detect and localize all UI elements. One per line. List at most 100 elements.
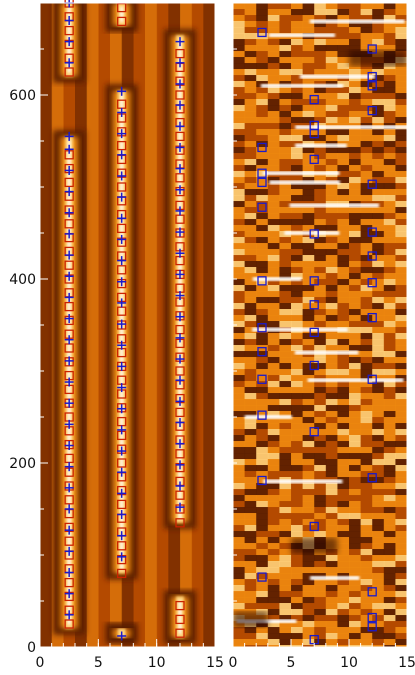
- texture-cell: [314, 441, 327, 448]
- texture-cell: [325, 591, 338, 598]
- texture-cell: [383, 633, 396, 640]
- texture-cell: [244, 507, 257, 514]
- texture-cell: [233, 495, 246, 502]
- texture-cell: [291, 57, 304, 64]
- texture-cell: [383, 477, 396, 484]
- texture-cell: [256, 423, 269, 430]
- texture-cell: [314, 357, 327, 364]
- texture-cell: [372, 9, 385, 16]
- texture-cell: [314, 627, 327, 634]
- texture-cell: [360, 357, 373, 364]
- texture-cell: [325, 291, 338, 298]
- texture-cell: [395, 405, 407, 412]
- texture-cell: [279, 21, 292, 28]
- texture-cell: [360, 585, 373, 592]
- texture-cell: [360, 627, 373, 634]
- texture-cell: [325, 435, 338, 442]
- texture-cell: [244, 567, 257, 574]
- texture-cell: [267, 135, 280, 142]
- square-marker: [309, 229, 319, 239]
- texture-cell: [302, 555, 315, 562]
- texture-cell: [349, 207, 362, 214]
- texture-cell: [349, 195, 362, 202]
- texture-cell: [279, 243, 292, 250]
- texture-cell: [256, 147, 269, 154]
- texture-cell: [395, 597, 407, 604]
- texture-cell: [383, 339, 396, 346]
- texture-cell: [244, 69, 257, 76]
- texture-cell: [325, 525, 338, 532]
- square-marker: [367, 612, 377, 623]
- texture-cell: [233, 477, 246, 484]
- texture-cell: [279, 45, 292, 52]
- texture-cell: [383, 303, 396, 310]
- texture-cell: [395, 309, 407, 316]
- texture-cell: [291, 609, 304, 616]
- texture-cell: [256, 315, 269, 322]
- texture-cell: [383, 39, 396, 46]
- texture-cell: [256, 165, 269, 172]
- texture-cell: [314, 225, 327, 232]
- texture-cell: [256, 201, 269, 208]
- texture-cell: [279, 303, 292, 310]
- texture-cell: [256, 645, 269, 647]
- texture-cell: [244, 591, 257, 598]
- texture-cell: [291, 615, 304, 622]
- texture-cell: [360, 189, 373, 196]
- texture-cell: [325, 183, 338, 190]
- texture-cell: [325, 597, 338, 604]
- texture-cell: [256, 555, 269, 562]
- texture-cell: [325, 267, 338, 274]
- texture-cell: [256, 237, 269, 244]
- texture-cell: [256, 129, 269, 136]
- texture-cell: [244, 435, 257, 442]
- x-tick-label: 5: [287, 655, 296, 671]
- texture-cell: [267, 45, 280, 52]
- texture-cell: [383, 609, 396, 616]
- x-tick-label: 10: [340, 655, 358, 671]
- texture-cell: [383, 543, 396, 550]
- texture-cell: [337, 87, 350, 94]
- texture-cell: [395, 345, 407, 352]
- texture-cell: [314, 447, 327, 454]
- texture-cell: [279, 57, 292, 64]
- texture-cell: [395, 411, 407, 418]
- texture-cell: [256, 57, 269, 64]
- texture-cell: [267, 525, 280, 532]
- texture-cell: [267, 351, 280, 358]
- texture-cell: [267, 105, 280, 112]
- texture-cell: [325, 489, 338, 496]
- texture-cell: [267, 57, 280, 64]
- texture-cell: [244, 633, 257, 640]
- texture-cell: [267, 285, 280, 292]
- texture-cell: [291, 21, 304, 28]
- texture-cell: [302, 93, 315, 100]
- texture-cell: [360, 555, 373, 562]
- texture-cell: [314, 399, 327, 406]
- texture-cell: [256, 411, 269, 418]
- texture-cell: [372, 141, 385, 148]
- texture-cell: [302, 489, 315, 496]
- texture-cell: [279, 297, 292, 304]
- texture-cell: [395, 603, 407, 610]
- texture-cell: [291, 459, 304, 466]
- texture-cell: [256, 375, 269, 382]
- texture-cell: [244, 453, 257, 460]
- texture-cell: [279, 183, 292, 190]
- texture-cell: [314, 645, 327, 647]
- texture-cell: [395, 255, 407, 262]
- texture-cell: [291, 561, 304, 568]
- texture-cell: [372, 177, 385, 184]
- texture-cell: [337, 471, 350, 478]
- bright-streak: [262, 171, 340, 176]
- texture-cell: [302, 243, 315, 250]
- texture-cell: [302, 369, 315, 376]
- texture-cell: [349, 309, 362, 316]
- texture-cell: [360, 45, 373, 52]
- texture-cell: [395, 177, 407, 184]
- texture-cell: [233, 597, 246, 604]
- texture-cell: [372, 105, 385, 112]
- texture-cell: [233, 159, 246, 166]
- texture-cell: [383, 33, 396, 40]
- texture-cell: [395, 543, 407, 550]
